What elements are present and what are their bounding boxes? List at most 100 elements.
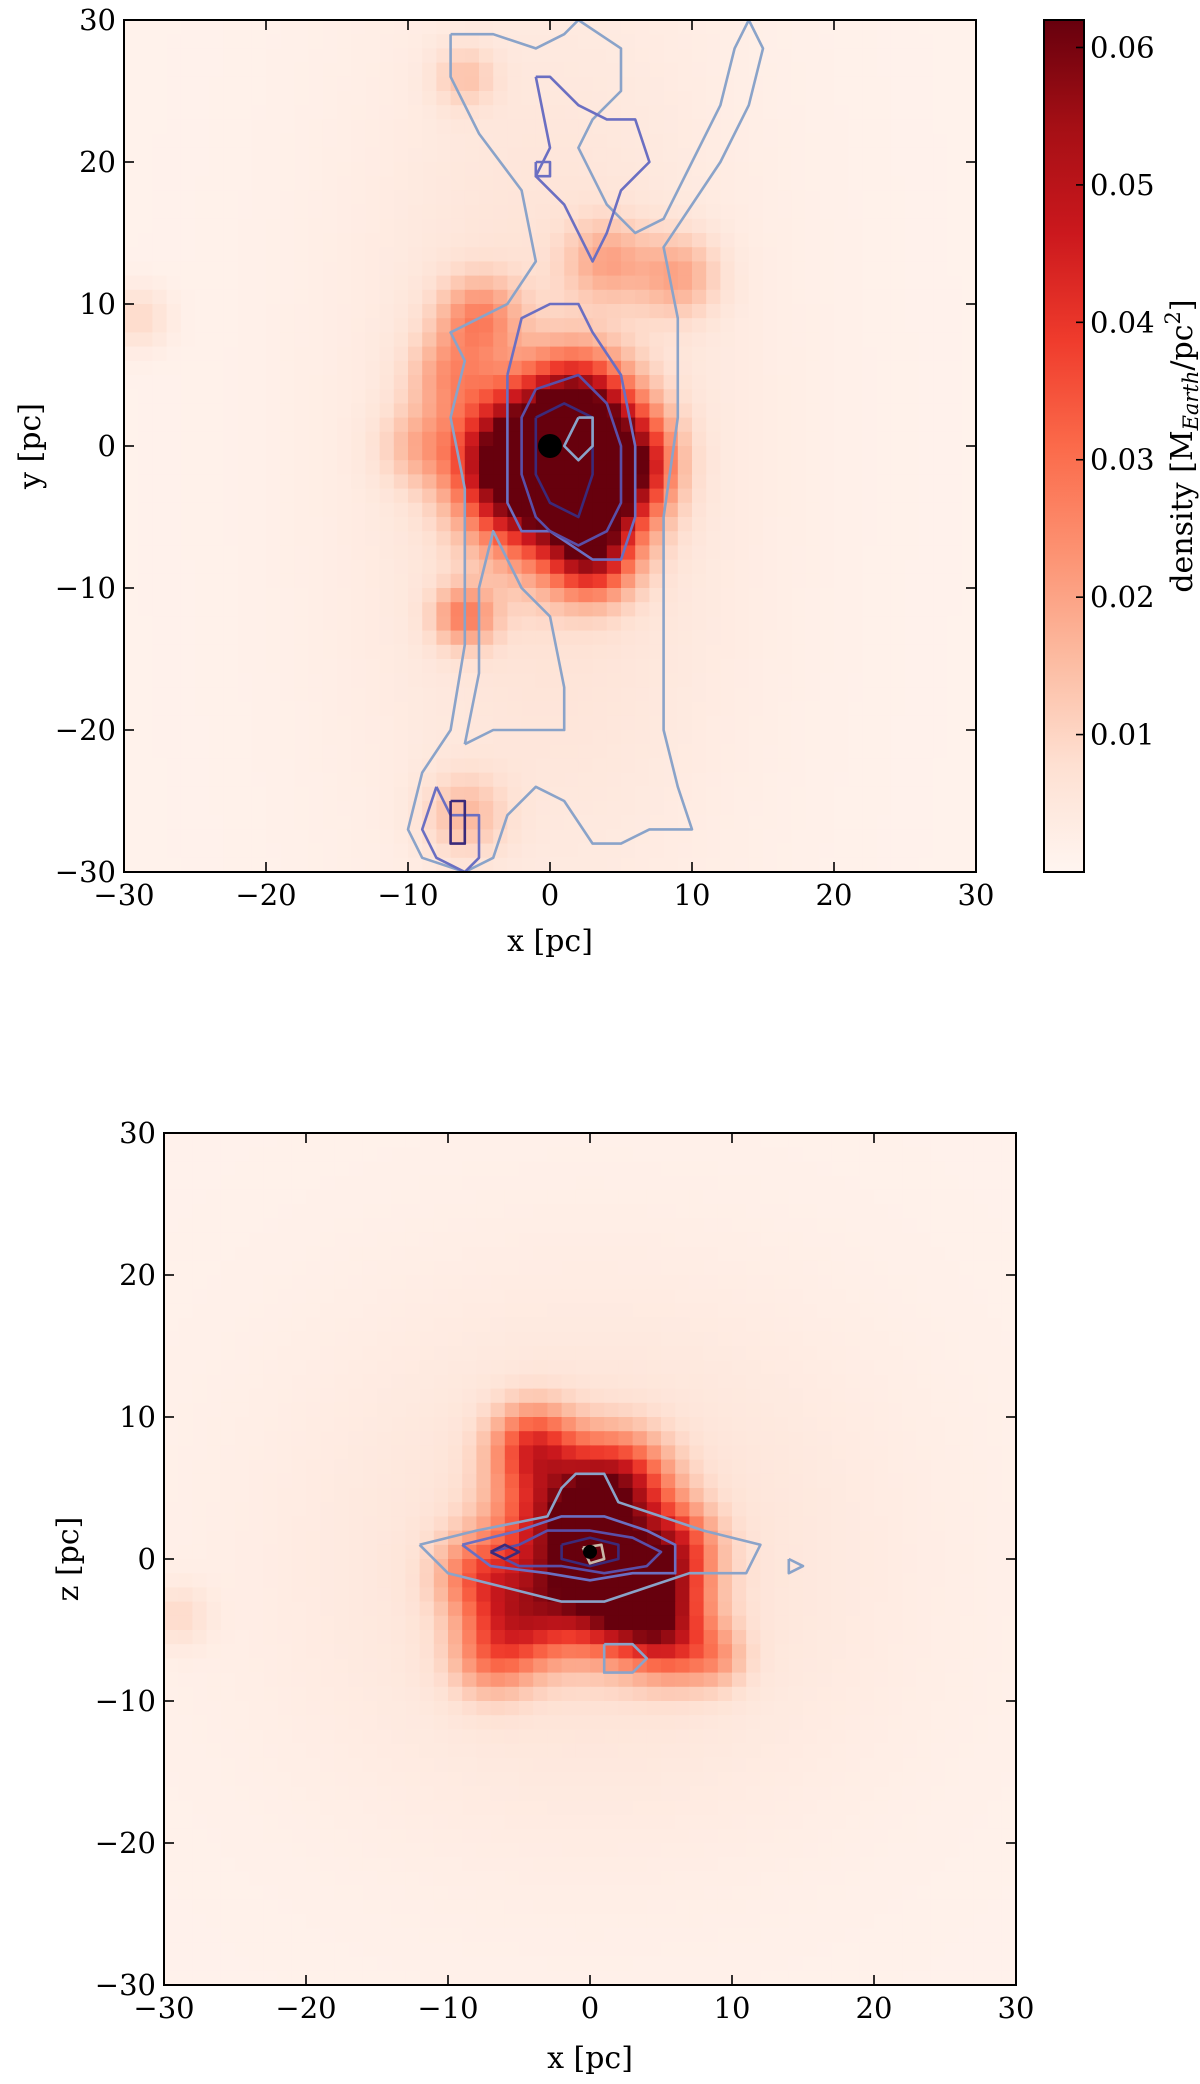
density-cell bbox=[592, 162, 608, 177]
density-cell bbox=[876, 176, 892, 191]
density-cell bbox=[862, 602, 878, 617]
density-cell bbox=[919, 318, 934, 333]
density-cell bbox=[748, 602, 764, 617]
density-cell bbox=[422, 176, 437, 191]
density-cell bbox=[450, 730, 466, 745]
density-cell bbox=[791, 62, 807, 78]
density-cell bbox=[606, 829, 622, 845]
density-cell bbox=[419, 1147, 435, 1162]
density-cell bbox=[519, 1331, 534, 1347]
density-cell bbox=[223, 474, 239, 490]
density-cell bbox=[819, 744, 835, 759]
density-cell bbox=[663, 545, 679, 561]
density-cell bbox=[933, 531, 949, 546]
density-cell bbox=[379, 758, 395, 774]
density-cell bbox=[834, 673, 849, 688]
density-cell bbox=[351, 758, 366, 774]
density-cell bbox=[180, 744, 196, 759]
density-cell bbox=[578, 715, 594, 731]
density-cell bbox=[195, 659, 210, 674]
density-cell bbox=[408, 531, 423, 546]
density-cell bbox=[277, 1275, 293, 1290]
density-cell bbox=[748, 218, 764, 234]
density-cell bbox=[578, 389, 594, 404]
density-cell bbox=[464, 460, 480, 475]
density-cell bbox=[223, 20, 239, 35]
density-cell bbox=[266, 375, 281, 390]
density-cell bbox=[533, 1317, 548, 1333]
density-cell bbox=[547, 1402, 563, 1418]
density-cell bbox=[817, 1417, 832, 1432]
density-cell bbox=[507, 474, 523, 490]
density-cell bbox=[294, 247, 310, 262]
density-cell bbox=[947, 162, 963, 177]
density-cell bbox=[379, 62, 395, 78]
density-cell bbox=[223, 460, 239, 475]
density-cell bbox=[266, 772, 281, 788]
density-cell bbox=[464, 190, 480, 206]
density-cell bbox=[646, 1431, 662, 1446]
density-cell bbox=[291, 1346, 307, 1361]
density-cell bbox=[862, 588, 878, 603]
density-cell bbox=[280, 105, 295, 120]
density-cell bbox=[848, 786, 863, 802]
density-cell bbox=[663, 474, 679, 490]
density-cell bbox=[632, 1175, 648, 1191]
density-cell bbox=[748, 559, 764, 575]
density-cell bbox=[408, 289, 423, 305]
density-cell bbox=[436, 829, 452, 845]
density-cell bbox=[734, 318, 750, 333]
density-cell bbox=[788, 1175, 804, 1191]
density-cell bbox=[961, 360, 976, 376]
density-cell bbox=[848, 460, 863, 475]
density-cell bbox=[876, 730, 892, 745]
density-cell bbox=[689, 1374, 705, 1390]
density-cell bbox=[831, 1147, 847, 1162]
density-cell bbox=[905, 630, 920, 646]
density-cell bbox=[788, 1275, 804, 1290]
density-cell bbox=[206, 1133, 222, 1148]
density-cell bbox=[575, 1204, 591, 1219]
density-cell bbox=[720, 531, 736, 546]
density-cell bbox=[334, 1402, 350, 1418]
density-cell bbox=[479, 772, 494, 788]
density-cell bbox=[393, 573, 409, 589]
density-cell bbox=[703, 1218, 719, 1233]
density-cell bbox=[961, 573, 976, 589]
density-cell bbox=[334, 1289, 350, 1304]
density-cell bbox=[621, 190, 636, 206]
density-cell bbox=[521, 602, 537, 617]
density-cell bbox=[933, 76, 949, 92]
density-cell bbox=[817, 1189, 832, 1205]
density-cell bbox=[791, 573, 807, 589]
density-cell bbox=[834, 20, 849, 35]
density-cell bbox=[862, 289, 878, 305]
density-cell bbox=[533, 1246, 548, 1262]
density-cell bbox=[180, 801, 196, 816]
density-cell bbox=[195, 289, 210, 305]
density-cell bbox=[479, 34, 494, 49]
density-cell bbox=[834, 801, 849, 816]
density-cell bbox=[507, 673, 523, 688]
density-cell bbox=[805, 190, 821, 206]
density-cell bbox=[919, 360, 934, 376]
density-cell bbox=[720, 659, 736, 674]
density-cell bbox=[805, 360, 821, 376]
density-cell bbox=[294, 119, 310, 135]
density-cell bbox=[294, 616, 310, 632]
density-cell bbox=[535, 588, 551, 603]
density-cell bbox=[862, 517, 878, 532]
density-cell bbox=[675, 1133, 690, 1148]
density-cell bbox=[916, 1303, 932, 1319]
density-cell bbox=[280, 190, 295, 206]
density-cell bbox=[476, 1161, 492, 1177]
density-cell bbox=[124, 233, 139, 248]
density-cell bbox=[763, 176, 778, 191]
density-cell bbox=[947, 105, 963, 120]
density-cell bbox=[1001, 1189, 1016, 1205]
density-cell bbox=[306, 1232, 321, 1248]
density-cell bbox=[294, 502, 310, 518]
density-cell bbox=[393, 602, 409, 617]
density-cell bbox=[322, 715, 338, 731]
density-cell bbox=[763, 673, 778, 688]
